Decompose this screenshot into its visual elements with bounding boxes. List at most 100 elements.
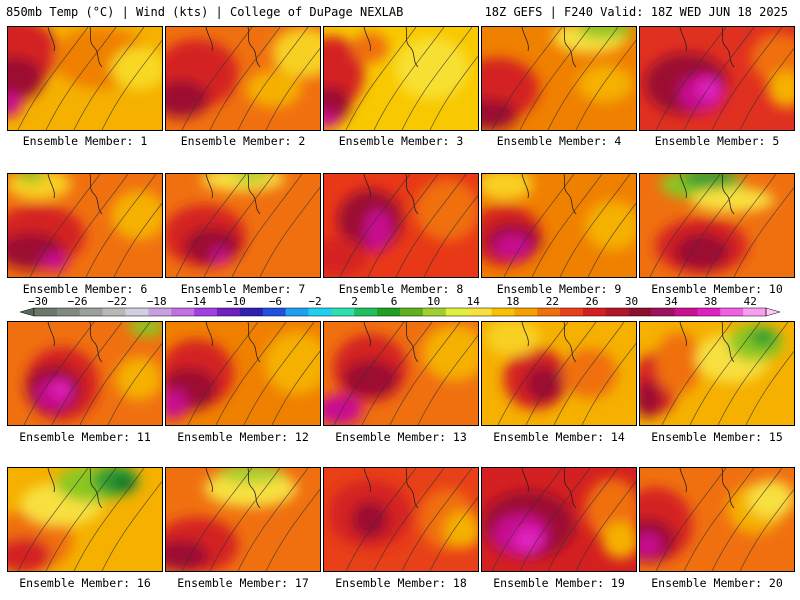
height-contour-line	[237, 27, 309, 130]
temperature-contour-area	[562, 348, 618, 399]
height-contour-line	[429, 496, 478, 571]
temperature-contour-area	[342, 360, 398, 398]
height-contour-line	[45, 27, 117, 130]
ensemble-member-label: Ensemble Member: 9	[496, 282, 622, 296]
scale-swatch	[468, 308, 492, 316]
height-contour-line	[57, 174, 129, 277]
height-contour-line	[85, 174, 157, 277]
scale-swatch	[262, 308, 286, 316]
height-contour-line	[491, 27, 563, 130]
temperature-contour-area	[218, 468, 284, 483]
temperature-contour-area	[698, 76, 721, 102]
ensemble-panel-12	[165, 321, 321, 426]
height-contour-line	[519, 27, 591, 130]
ensemble-panel-11	[7, 321, 163, 426]
temperature-contour-area	[364, 209, 392, 253]
height-contour-line	[265, 488, 320, 571]
ensemble-member-label: Ensemble Member: 20	[651, 576, 783, 590]
temperature-contour-area	[17, 174, 45, 183]
ensemble-member-label: Ensemble Member: 10	[651, 282, 783, 296]
temperature-contour-area	[8, 56, 44, 101]
temperature-contour-area	[422, 325, 478, 381]
scale-swatch	[537, 308, 561, 316]
height-contour-line	[739, 47, 794, 130]
ensemble-member-label: Ensemble Member: 14	[493, 430, 625, 444]
coastline	[205, 468, 261, 509]
height-contour-line	[203, 174, 275, 277]
height-contour-line	[345, 27, 417, 130]
coastline	[205, 27, 261, 68]
scale-swatch	[628, 308, 652, 316]
temperature-map-19	[482, 468, 636, 571]
coastline	[679, 27, 735, 68]
scale-swatch	[720, 308, 744, 316]
height-contour-line	[237, 468, 309, 571]
height-contour-line	[525, 322, 597, 425]
ensemble-member-label: Ensemble Member: 15	[651, 430, 783, 444]
height-contour-line	[101, 39, 162, 130]
temperature-map-7	[166, 174, 320, 277]
scale-swatch	[308, 308, 332, 316]
height-contour-line	[531, 174, 603, 277]
coastline	[363, 322, 419, 363]
scale-tick-label: −14	[186, 295, 206, 308]
ensemble-member-label: Ensemble Member: 1	[22, 134, 148, 148]
scale-swatch	[697, 308, 721, 316]
height-contour-line	[401, 468, 473, 571]
temperature-contour-area	[111, 190, 162, 240]
coastline	[521, 468, 577, 509]
scale-tick-label: 18	[506, 295, 519, 308]
scale-swatch	[148, 308, 172, 316]
temperature-map-6	[8, 174, 162, 277]
height-contour-line	[73, 27, 145, 130]
height-contour-line	[209, 27, 281, 130]
temperature-contour-area	[577, 65, 633, 103]
height-contour-line	[683, 468, 755, 571]
height-contour-line	[339, 174, 411, 277]
scale-tick-label: 22	[546, 295, 559, 308]
height-contour-line	[711, 468, 783, 571]
temperature-map-9	[482, 174, 636, 277]
ensemble-panel-6	[7, 173, 163, 278]
height-contour-line	[79, 322, 151, 425]
scale-tick-label: 14	[467, 295, 481, 308]
scale-right-arrow	[765, 307, 781, 317]
temperature-contour-area	[640, 532, 662, 558]
height-contour-line	[677, 174, 749, 277]
scale-swatch	[239, 308, 264, 316]
scale-swatch	[102, 308, 126, 316]
scale-tick-label: 6	[391, 295, 398, 308]
ensemble-panel-7	[165, 173, 321, 278]
temperature-map-17	[166, 468, 320, 571]
coastline	[363, 174, 419, 215]
height-contour-line	[345, 468, 417, 571]
temperature-contour-area	[485, 322, 541, 356]
height-contour-line	[231, 174, 303, 277]
ensemble-member-label: Ensemble Member: 7	[180, 282, 306, 296]
scale-tick-label: 26	[585, 295, 598, 308]
ensemble-panel-10	[639, 173, 795, 278]
scale-swatch	[377, 308, 401, 316]
height-contour-line	[417, 334, 478, 425]
ensemble-panel-5	[639, 26, 795, 131]
height-contour-line	[181, 27, 253, 130]
temperature-contour-area	[482, 174, 533, 200]
height-contour-line	[107, 342, 162, 425]
height-contour-line	[373, 27, 445, 130]
ensemble-member-label: Ensemble Member: 6	[22, 282, 148, 296]
ensemble-panel-17	[165, 467, 321, 572]
temperature-map-1	[8, 27, 162, 130]
temperature-contour-area	[246, 70, 302, 108]
scale-tick-label: 38	[704, 295, 717, 308]
map-title: 850mb Temp (°C) | Wind (kts) | College o…	[6, 5, 404, 19]
scale-left-arrow	[19, 307, 35, 317]
height-contour-line	[361, 322, 433, 425]
height-contour-line	[265, 47, 320, 130]
scale-tick-label: −30	[28, 295, 48, 308]
height-contour-line	[17, 468, 89, 571]
temperature-map-15	[640, 322, 794, 425]
temperature-contour-area	[767, 70, 794, 108]
scale-swatch	[79, 308, 103, 316]
ensemble-member-label: Ensemble Member: 4	[496, 134, 622, 148]
coastline	[679, 468, 735, 509]
